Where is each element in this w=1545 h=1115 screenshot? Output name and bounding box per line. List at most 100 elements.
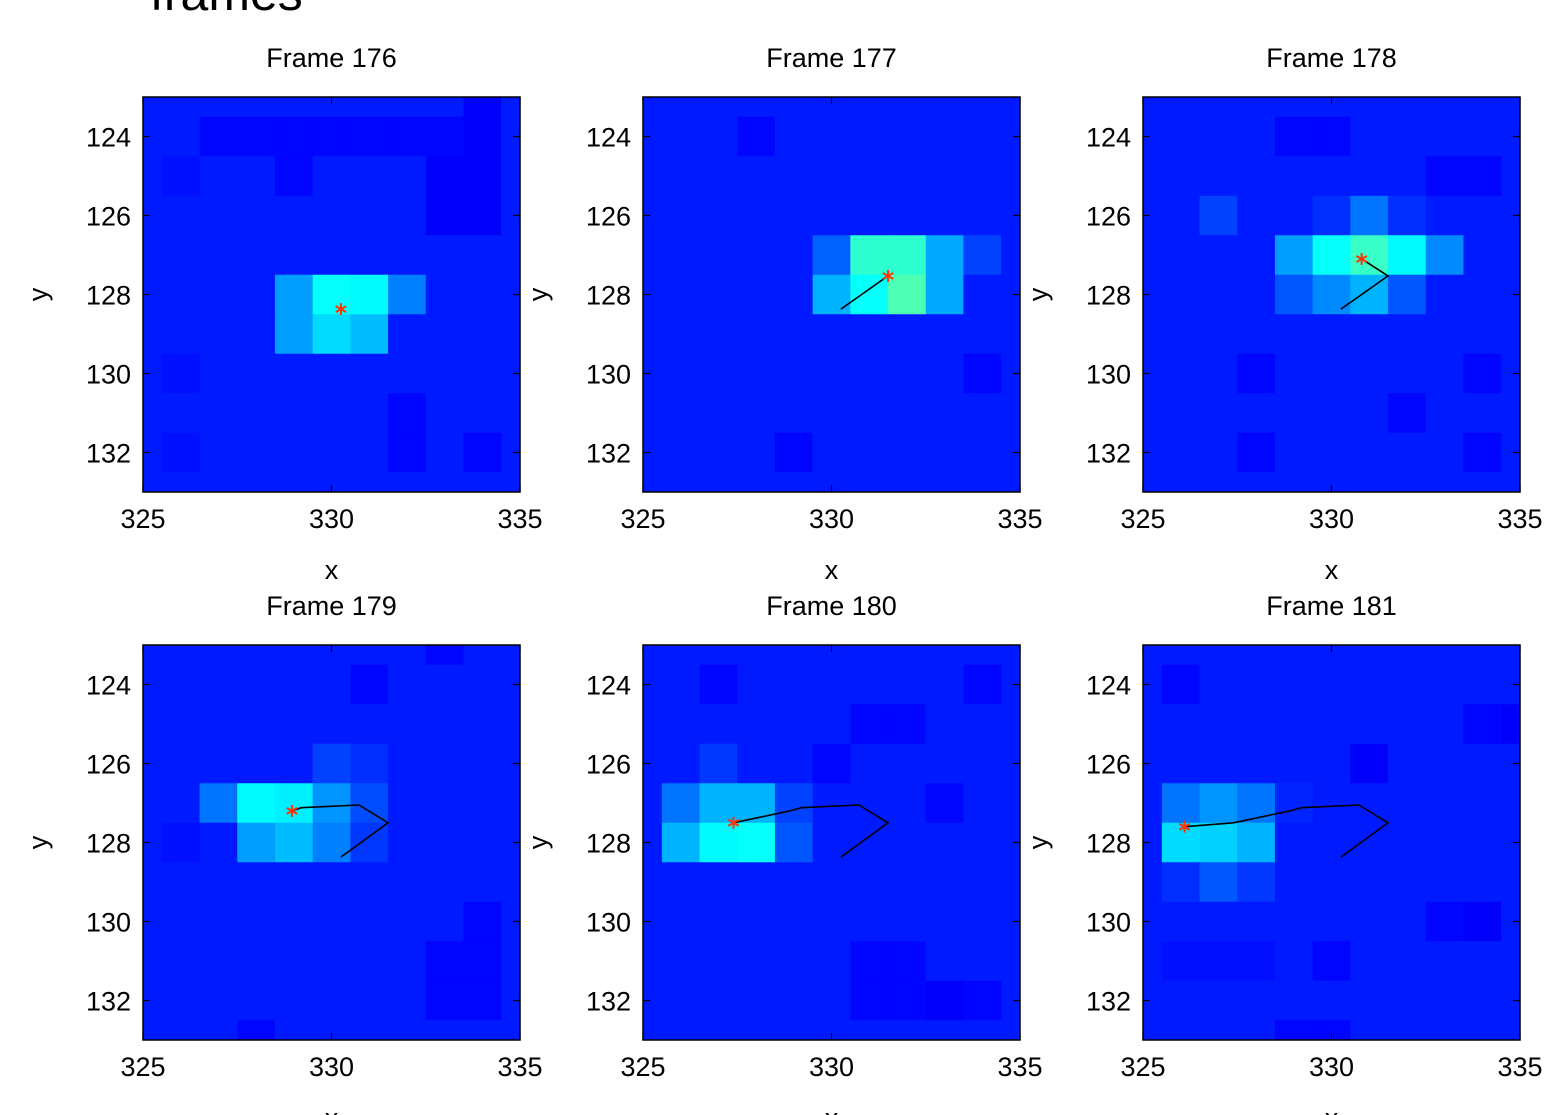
- heatmap-cell: [1001, 235, 1020, 276]
- heatmap-cell: [1143, 901, 1163, 942]
- heatmap-cell: [850, 704, 889, 745]
- heatmap-cell: [312, 472, 351, 492]
- heatmap-cell: [1388, 353, 1427, 394]
- heatmap-cell: [661, 97, 701, 118]
- heatmap-cell: [850, 195, 889, 236]
- heatmap-cell: [425, 704, 464, 745]
- heatmap-cell: [1312, 862, 1351, 903]
- heatmap-cell: [963, 645, 1002, 666]
- heatmap-cell: [850, 97, 889, 118]
- heatmap-cell: [199, 393, 238, 434]
- heatmap-cell: [350, 156, 389, 197]
- x-tick-label: 330: [309, 1052, 354, 1082]
- heatmap-cell: [1161, 901, 1201, 942]
- heatmap-cell: [425, 941, 464, 982]
- heatmap-cell: [643, 432, 663, 473]
- heatmap-cell: [1199, 274, 1238, 315]
- heatmap-cell: [1199, 783, 1238, 824]
- heatmap-cell: [1350, 822, 1389, 863]
- position-marker: [1355, 252, 1368, 265]
- heatmap-cell: [925, 783, 964, 824]
- subplot: 325 330 335 124 126 128 130 132 Frame 180 x y: [523, 591, 1043, 1115]
- heatmap-cell: [463, 116, 502, 157]
- heatmap-cell: [1463, 314, 1502, 355]
- heatmap-cell: [1350, 783, 1389, 824]
- heatmap-cell: [850, 862, 889, 903]
- heatmap-cell: [812, 156, 851, 197]
- heatmap-cell: [237, 432, 276, 473]
- x-axis-label: x: [1325, 555, 1339, 585]
- heatmap-cell: [312, 156, 351, 197]
- heatmap-cell: [1274, 980, 1314, 1021]
- heatmap-cell: [463, 195, 502, 236]
- heatmap-cell: [1237, 822, 1276, 863]
- heatmap-cell: [350, 314, 389, 355]
- heatmap-cell: [699, 156, 738, 197]
- heatmap-cell: [774, 645, 814, 666]
- heatmap-cell: [963, 235, 1002, 276]
- heatmap-cell: [463, 156, 502, 197]
- heatmap-cell: [350, 235, 389, 276]
- heatmap-cell: [1312, 901, 1351, 942]
- heatmap-cell: [812, 116, 851, 157]
- heatmap-cell: [1501, 704, 1520, 745]
- heatmap-cell: [161, 353, 201, 394]
- heatmap-cell: [425, 353, 464, 394]
- heatmap-cell: [737, 353, 776, 394]
- heatmap-cell: [963, 274, 1002, 315]
- x-tick-label: 335: [1497, 504, 1542, 534]
- heatmap-cell: [963, 314, 1002, 355]
- heatmap-cell: [199, 274, 238, 315]
- heatmap-cell: [643, 156, 663, 197]
- heatmap-cell: [850, 274, 889, 315]
- heatmap-cell: [1425, 645, 1464, 666]
- heatmap-cell: [643, 472, 663, 492]
- heatmap-cell: [388, 235, 427, 276]
- heatmap-cell: [1143, 783, 1163, 824]
- heatmap-cell: [1274, 235, 1314, 276]
- track-line: [1184, 804, 1390, 858]
- heatmap-cell: [1463, 743, 1502, 784]
- heatmap-cell: [1501, 156, 1520, 197]
- heatmap-cell: [1237, 980, 1276, 1021]
- heatmap-cell: [1274, 314, 1314, 355]
- heatmap-cell: [1463, 353, 1502, 394]
- heatmap-cell: [501, 116, 520, 157]
- heatmap-cell: [699, 97, 738, 118]
- heatmap-cell: [888, 664, 927, 705]
- heatmap-cell: [1274, 393, 1314, 434]
- heatmap-cell: [274, 393, 314, 434]
- subplot-title: Frame 176: [266, 43, 397, 73]
- heatmap-cell: [737, 116, 776, 157]
- heatmap-cell: [774, 743, 814, 784]
- heatmap-cell: [199, 743, 238, 784]
- y-axis-label: y: [523, 835, 553, 849]
- heatmap-cell: [812, 704, 851, 745]
- heatmap-cell: [1001, 862, 1020, 903]
- heatmap-cell: [1312, 353, 1351, 394]
- heatmap-cell: [199, 645, 238, 666]
- heatmap-cell: [143, 704, 163, 745]
- subplot-title: Frame 178: [1266, 43, 1397, 73]
- heatmap-cell: [1350, 862, 1389, 903]
- x-tick-label: 325: [120, 1052, 165, 1082]
- heatmap-cell: [463, 472, 502, 492]
- x-tick-label: 325: [1120, 1052, 1165, 1082]
- heatmap-cell: [143, 783, 163, 824]
- heatmap-cell: [1001, 664, 1020, 705]
- y-tick-label: 132: [86, 439, 131, 469]
- heatmap-cell: [1350, 156, 1389, 197]
- heatmap-cell: [1274, 472, 1314, 492]
- heatmap-cell: [1161, 314, 1201, 355]
- heatmap-cell: [237, 353, 276, 394]
- heatmap-cell: [737, 783, 776, 824]
- heatmap-cell: [199, 195, 238, 236]
- heatmap-cell: [850, 645, 889, 666]
- y-axis-label: y: [1023, 835, 1053, 849]
- heatmap-cell: [388, 156, 427, 197]
- heatmap-cell: [1312, 645, 1351, 666]
- heatmap-cell: [143, 274, 163, 315]
- heatmap-cell: [463, 97, 502, 118]
- heatmap-cell: [425, 274, 464, 315]
